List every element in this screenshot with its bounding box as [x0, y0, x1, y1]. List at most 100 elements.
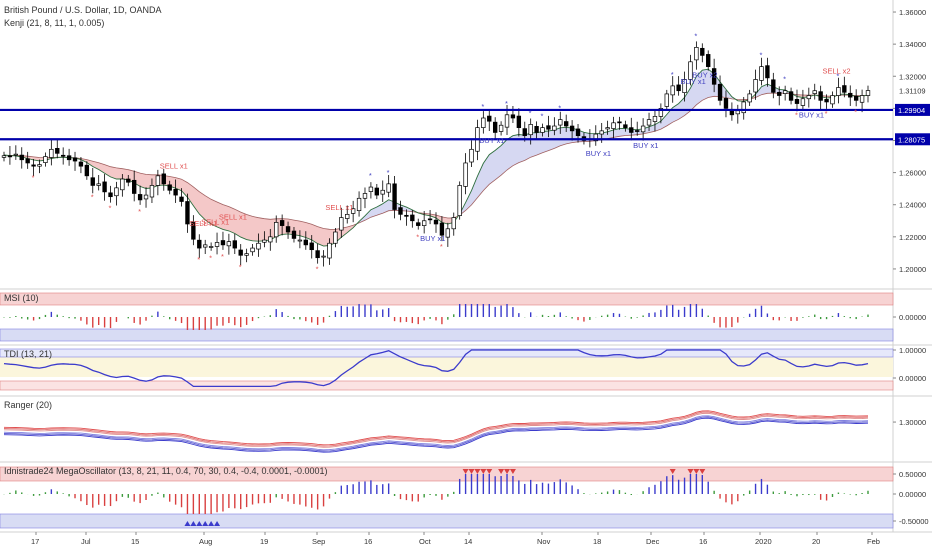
candle-up[interactable]	[481, 117, 486, 128]
candle-up[interactable]	[735, 110, 740, 115]
candle-up[interactable]	[504, 114, 510, 128]
candle-down[interactable]	[108, 192, 113, 198]
candle-up[interactable]	[37, 164, 42, 167]
candle-up[interactable]	[836, 87, 841, 96]
candle-down[interactable]	[569, 125, 575, 132]
candle-down[interactable]	[516, 115, 522, 128]
candle-down[interactable]	[60, 154, 66, 157]
candle-down[interactable]	[433, 219, 439, 225]
candle-up[interactable]	[759, 66, 764, 81]
candle-up[interactable]	[611, 122, 616, 129]
candle-up[interactable]	[528, 124, 533, 136]
candle-up[interactable]	[386, 183, 391, 193]
candle-down[interactable]	[416, 222, 421, 226]
candle-down[interactable]	[404, 214, 409, 217]
candle-down[interactable]	[285, 226, 291, 233]
candle-down[interactable]	[303, 239, 308, 246]
candle-up[interactable]	[262, 239, 267, 243]
candle-down[interactable]	[848, 92, 853, 98]
candle-down[interactable]	[238, 249, 243, 256]
candle-up[interactable]	[149, 185, 155, 198]
candle-up[interactable]	[605, 127, 610, 130]
candle-up[interactable]	[498, 124, 504, 132]
candle-up[interactable]	[244, 253, 249, 256]
candle-down[interactable]	[7, 155, 13, 158]
candle-down[interactable]	[635, 130, 640, 132]
candle-down[interactable]	[19, 154, 24, 161]
candle-up[interactable]	[214, 242, 220, 247]
candle-up[interactable]	[552, 125, 557, 131]
candle-up[interactable]	[599, 130, 604, 135]
candle-down[interactable]	[25, 158, 30, 164]
candle-down[interactable]	[706, 54, 711, 67]
candle-down[interactable]	[232, 240, 237, 249]
candle-down[interactable]	[72, 157, 78, 162]
candle-up[interactable]	[451, 217, 456, 230]
candle-down[interactable]	[55, 148, 60, 154]
candle-down[interactable]	[374, 187, 380, 196]
candle-down[interactable]	[546, 125, 551, 130]
candle-up[interactable]	[640, 125, 646, 133]
candle-up[interactable]	[593, 133, 598, 142]
candle-down[interactable]	[137, 194, 143, 201]
candle-up[interactable]	[120, 178, 125, 191]
candle-down[interactable]	[309, 242, 314, 251]
candle-up[interactable]	[463, 162, 468, 187]
candle-down[interactable]	[102, 181, 107, 193]
candle-up[interactable]	[43, 156, 48, 163]
candle-up[interactable]	[741, 101, 746, 114]
candle-down[interactable]	[492, 121, 498, 133]
candle-up[interactable]	[670, 85, 675, 96]
candle-down[interactable]	[427, 218, 433, 221]
candle-down[interactable]	[66, 155, 72, 161]
candle-down[interactable]	[794, 99, 800, 104]
candle-up[interactable]	[800, 98, 806, 106]
candle-up[interactable]	[540, 127, 545, 133]
candle-up[interactable]	[380, 189, 385, 195]
candle-up[interactable]	[256, 242, 261, 250]
candle-up[interactable]	[333, 231, 338, 244]
candle-up[interactable]	[339, 217, 344, 231]
candle-up[interactable]	[457, 185, 462, 216]
candle-up[interactable]	[49, 148, 54, 158]
candle-up[interactable]	[558, 119, 563, 126]
candle-down[interactable]	[398, 207, 403, 215]
candle-down[interactable]	[191, 221, 196, 240]
candle-up[interactable]	[865, 90, 871, 96]
candle-up[interactable]	[274, 222, 279, 238]
date-axis[interactable]: 17 Jul 15 Aug 19 Sep 16 Oct 14 Nov 18 Dec 16 2020 20 Fe…	[31, 532, 880, 546]
candle-down[interactable]	[392, 183, 397, 210]
candle-down[interactable]	[439, 222, 445, 236]
candle-down[interactable]	[717, 83, 723, 101]
candle-up[interactable]	[203, 244, 208, 248]
candle-down[interactable]	[84, 164, 90, 177]
candle-up[interactable]	[297, 239, 303, 242]
candle-up[interactable]	[350, 208, 356, 214]
candle-up[interactable]	[812, 90, 817, 94]
price-axis[interactable]: 1.360001.340001.320001.300001.280001.260…	[893, 8, 930, 526]
candle-down[interactable]	[700, 47, 705, 56]
candle-up[interactable]	[782, 90, 788, 94]
candle-down[interactable]	[575, 128, 581, 137]
candle-up[interactable]	[469, 148, 474, 163]
candle-up[interactable]	[664, 93, 669, 107]
candle-down[interactable]	[522, 128, 527, 137]
candle-up[interactable]	[445, 228, 451, 238]
candle-down[interactable]	[167, 184, 172, 191]
candle-up[interactable]	[658, 108, 664, 117]
candle-up[interactable]	[96, 183, 101, 186]
candle-down[interactable]	[676, 84, 681, 92]
candle-down[interactable]	[711, 68, 717, 85]
candle-up[interactable]	[859, 95, 865, 103]
candle-up[interactable]	[345, 213, 350, 219]
candle-down[interactable]	[173, 188, 178, 196]
candle-down[interactable]	[197, 239, 202, 249]
candle-up[interactable]	[114, 187, 119, 197]
candle-down[interactable]	[31, 164, 36, 167]
candle-down[interactable]	[771, 79, 776, 93]
candle-up[interactable]	[362, 193, 368, 199]
candle-down[interactable]	[824, 99, 829, 103]
candle-down[interactable]	[315, 250, 320, 259]
candle-up[interactable]	[646, 119, 652, 126]
